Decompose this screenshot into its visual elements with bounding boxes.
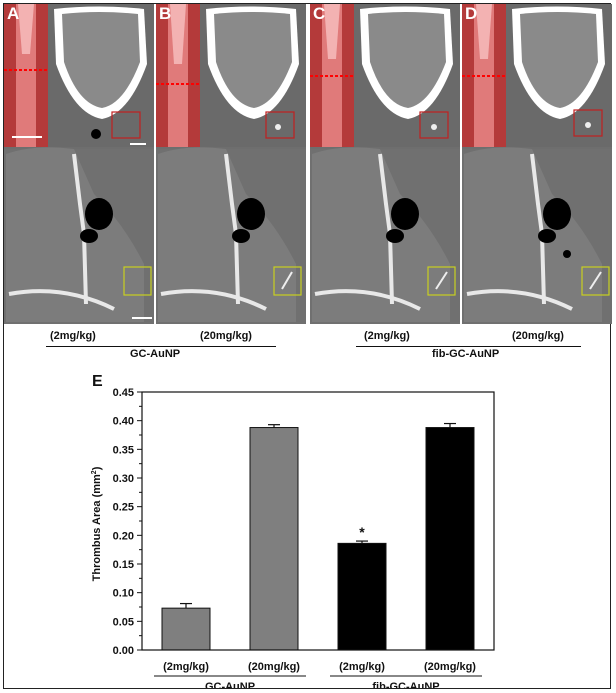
y-tick-label: 0.20 — [113, 530, 134, 542]
image-panel-a: A — [4, 4, 154, 324]
top-dose-label-3: (2mg/kg) — [364, 330, 410, 342]
top-dose-label-1: (2mg/kg) — [50, 330, 96, 342]
bar — [249, 427, 299, 651]
y-tick-label: 0.15 — [113, 559, 134, 571]
plot-frame — [141, 391, 495, 651]
ct-scan-image-d — [462, 4, 612, 324]
y-axis-label-superscript: 2 — [91, 470, 98, 474]
panel-letter-d: D — [465, 4, 478, 23]
bar — [425, 427, 475, 651]
ct-scan-image-c — [310, 4, 460, 324]
bars: * — [161, 422, 475, 651]
svg-text:Thrombus Area (mm2): Thrombus Area (mm2) — [91, 466, 103, 581]
image-panel-b: B — [156, 4, 306, 324]
bar-chart: E Thrombus Area (mm2) 0.000.050.100.150.… — [91, 373, 495, 688]
x-group-label: fib-GC-AuNP — [372, 681, 439, 688]
y-tick-label: 0.25 — [113, 502, 134, 514]
x-tick-label: (20mg/kg) — [424, 661, 476, 673]
y-tick-label: 0.00 — [113, 645, 134, 657]
y-tick-label: 0.40 — [113, 416, 134, 428]
top-dose-label-4: (20mg/kg) — [512, 330, 564, 342]
x-axis-labels: (2mg/kg) (20mg/kg) (2mg/kg) (20mg/kg) GC-AuN… — [154, 661, 482, 688]
image-panel-d: D — [462, 4, 612, 324]
top-group-label-2: fib-GC-AuNP — [432, 348, 500, 360]
ct-image-panels: A — [4, 4, 612, 324]
panel-letter-b: B — [159, 4, 172, 23]
top-group-label-1: GC-AuNP — [130, 348, 181, 360]
x-group-label: GC-AuNP — [205, 681, 255, 688]
x-tick-label: (20mg/kg) — [248, 661, 300, 673]
image-panel-c: C — [310, 4, 460, 324]
panel-letter-e: E — [92, 373, 103, 390]
y-tick-label: 0.35 — [113, 444, 134, 456]
bar — [161, 607, 211, 651]
top-group-underline-2 — [356, 346, 581, 347]
y-tick-label: 0.45 — [113, 387, 134, 399]
x-tick-label: (2mg/kg) — [339, 661, 385, 673]
panel-letter-c: C — [313, 4, 326, 23]
y-tick-label: 0.30 — [113, 473, 134, 485]
panel-letter-a: A — [7, 4, 20, 23]
bar — [337, 542, 387, 651]
y-axis-ticks: 0.00 0.05 0.10 0.15 0.20 0.25 0.30 0.35 0.40 0.45 — [113, 387, 142, 657]
y-tick-label: 0.10 — [113, 588, 134, 600]
significance-marker: * — [359, 524, 365, 540]
y-tick-label: 0.05 — [113, 616, 134, 628]
ct-scan-image-b — [156, 4, 306, 324]
top-group-underline-1 — [46, 346, 276, 347]
figure: A — [3, 3, 612, 689]
ct-scan-image-a — [4, 4, 154, 324]
y-axis-label: Thrombus Area (mm2) — [91, 466, 103, 581]
top-dose-label-2: (20mg/kg) — [200, 330, 252, 342]
y-axis-label-text: Thrombus Area (mm — [91, 474, 103, 581]
x-tick-label: (2mg/kg) — [163, 661, 209, 673]
y-axis-label-close: ) — [91, 466, 103, 470]
